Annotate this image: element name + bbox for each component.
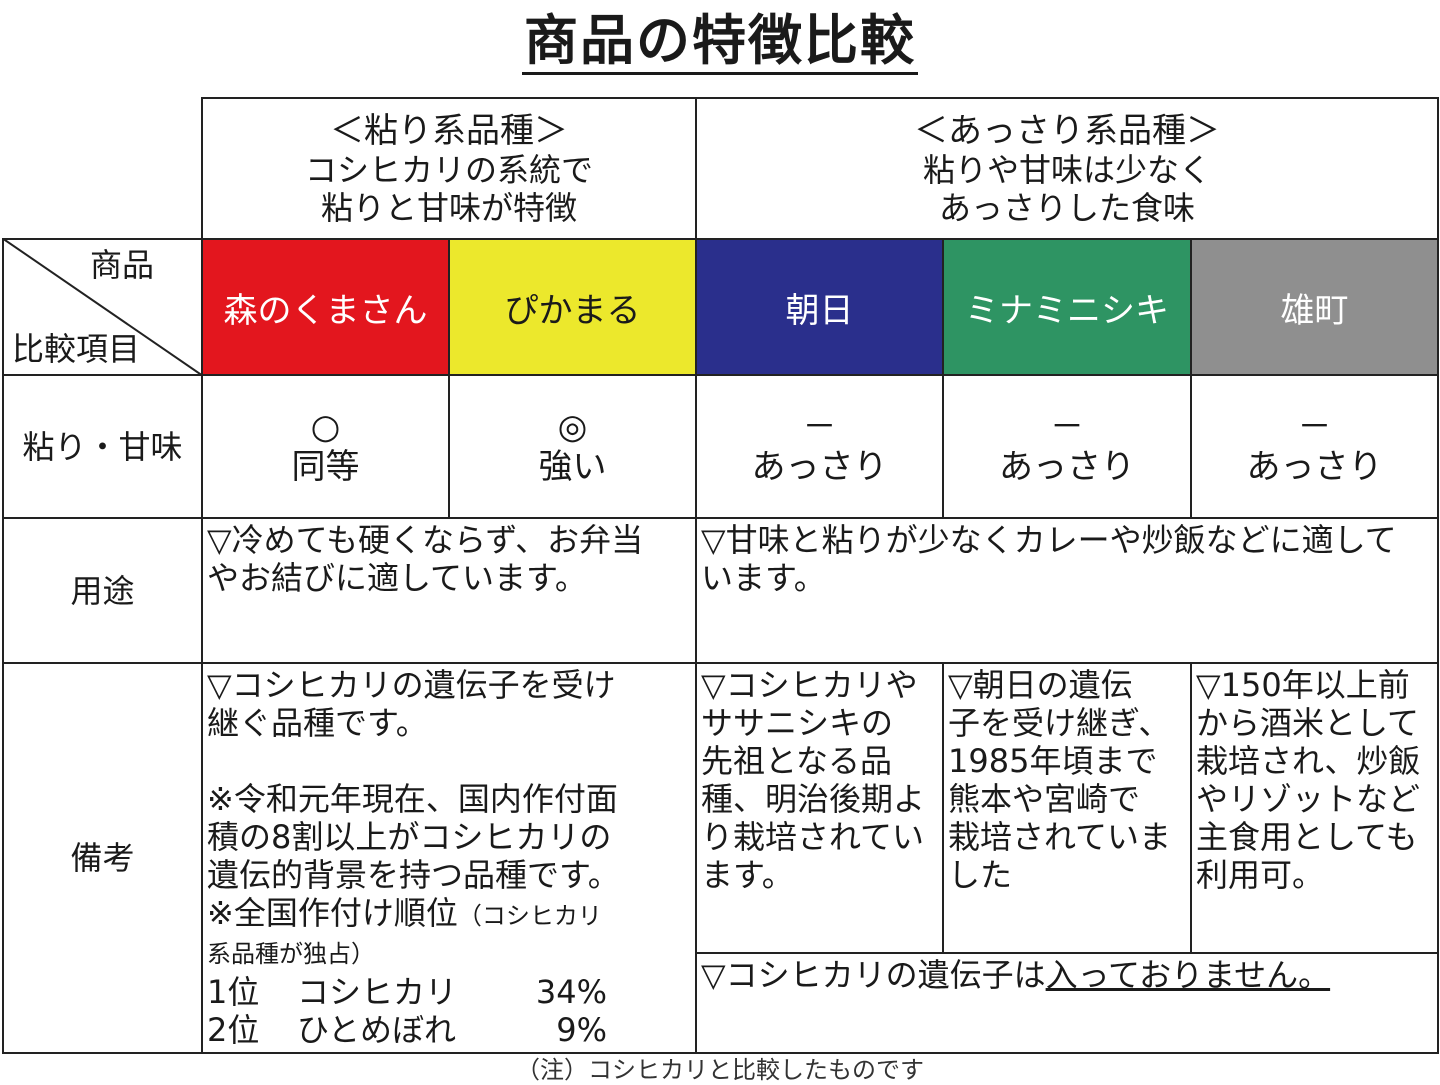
group-desc: 粘りや甘味は少なく <box>922 150 1211 189</box>
group-desc: 粘りと甘味が特徴 <box>320 188 577 227</box>
taste-cell: ○ 同等 <box>201 374 450 519</box>
rank-share: 34% <box>535 973 607 1011</box>
variety-name: 雄町 <box>1280 290 1349 331</box>
group-header-sticky: ＜粘り系品種＞ コシヒカリの系統で 粘りと甘味が特徴 <box>201 97 697 240</box>
page-title: 商品の特徴比較 <box>0 0 1440 75</box>
text-line: ▽甘味と粘りが少なくカレーや炒飯などに適して <box>701 521 1397 559</box>
group-header-light: ＜あっさり系品種＞ 粘りや甘味は少なく あっさりした食味 <box>695 97 1439 240</box>
rank: 2位 <box>207 1011 260 1049</box>
text-line: ▽コシヒカリの遺伝子を受け <box>207 666 616 704</box>
text-line: から酒米として <box>1196 704 1420 742</box>
text-line: 積の8割以上がコシヒカリの <box>207 818 612 856</box>
notes-omachi: ▽150年以上前 から酒米として 栽培され、炒飯 やリゾットなど 主食用としても… <box>1190 662 1439 954</box>
text-line: 先祖となる品 <box>701 742 893 780</box>
variety-name: 森のくまさん <box>223 290 428 331</box>
variety-name: ミナミニシキ <box>965 290 1169 331</box>
rating-mark: － <box>1050 406 1084 447</box>
text-line: 継ぐ品種です。 <box>207 704 428 742</box>
rank-heading: ※全国作付け順位 <box>207 894 458 932</box>
notes-sticky: ▽コシヒカリの遺伝子を受け 継ぐ品種です。 ※令和元年現在、国内作付面 積の8割… <box>201 662 697 1054</box>
taste-value: 同等 <box>291 446 360 487</box>
notes-light-common: ▽コシヒカリの遺伝子は入っておりません。 <box>695 952 1439 1054</box>
group-desc: あっさりした食味 <box>938 188 1195 227</box>
rank: 1位 <box>207 973 260 1011</box>
emphasized-text: 入っておりません。 <box>1045 956 1331 994</box>
notes-minaminishiki: ▽朝日の遺伝 子を受け継ぎ、 1985年頃まで 熊本や宮崎で 栽培されていま し… <box>942 662 1192 954</box>
group-name: ＜あっさり系品種＞ <box>914 110 1220 151</box>
text-line: ※令和元年現在、国内作付面 <box>207 780 618 818</box>
variety-header: ミナミニシキ <box>942 238 1192 376</box>
row-label: 備考 <box>70 839 135 877</box>
row-label-taste: 粘り・甘味 <box>2 374 203 519</box>
taste-cell: －あっさり <box>942 374 1192 519</box>
variety-header: ぴかまる <box>448 238 697 376</box>
diagonal-divider <box>4 240 201 374</box>
corner-top-label: 商品 <box>90 246 155 284</box>
rank-subnote: （コシヒカリ <box>457 902 602 930</box>
rank-variety: コシヒカリ <box>297 973 458 1011</box>
taste-value: あっさり <box>1246 446 1383 487</box>
use-sticky: ▽冷めても硬くならず、お弁当 やお結びに適しています。 <box>201 517 697 664</box>
row-label: 用途 <box>70 571 135 610</box>
text-line: 主食用としても <box>1196 818 1418 856</box>
text-line: 熊本や宮崎で <box>948 780 1141 818</box>
text-line: 種、明治後期よ <box>701 780 926 818</box>
text-line: ▽150年以上前 <box>1196 666 1410 704</box>
text-line: り栽培されてい <box>701 818 925 856</box>
text-line: 子を受け継ぎ、 <box>948 704 1171 742</box>
use-light: ▽甘味と粘りが少なくカレーや炒飯などに適して います。 <box>695 517 1439 664</box>
rating-mark: － <box>802 406 837 447</box>
text-line: ▽コシヒカリや <box>701 666 918 704</box>
variety-header: 森のくまさん <box>201 238 450 376</box>
text-line: 栽培されていま <box>948 818 1172 856</box>
text-line: ササニシキの <box>701 704 894 742</box>
taste-cell: －あっさり <box>695 374 944 519</box>
group-desc: コシヒカリの系統で <box>304 150 593 189</box>
rank-subnote: 系品種が独占） <box>207 940 375 968</box>
text-line: やお結びに適しています。 <box>207 559 587 597</box>
variety-name: ぴかまる <box>504 290 641 331</box>
row-label-use: 用途 <box>2 517 203 664</box>
rank-variety: ひとめぼれ <box>297 1011 457 1049</box>
corner-header: 商品 比較項目 <box>2 238 203 376</box>
rating-mark: － <box>1297 406 1332 447</box>
variety-name: 朝日 <box>785 290 854 331</box>
group-name: ＜粘り系品種＞ <box>330 110 568 151</box>
taste-cell: －あっさり <box>1190 374 1439 519</box>
rank-row: 2位 ひとめぼれ 9% <box>207 1011 691 1049</box>
rating-mark: ○ <box>310 406 341 447</box>
notes-asahi: ▽コシヒカリや ササニシキの 先祖となる品 種、明治後期よ り栽培されてい ます… <box>695 662 944 954</box>
text-line: 利用可。 <box>1196 856 1325 894</box>
row-label: 粘り・甘味 <box>22 427 183 466</box>
rank-row: 1位 コシヒカリ 34% <box>207 973 691 1011</box>
variety-header: 朝日 <box>695 238 944 376</box>
text-line: やリゾットなど <box>1196 780 1421 818</box>
taste-value: あっさり <box>751 446 888 487</box>
corner-bottom-label: 比較項目 <box>12 330 141 368</box>
text-line: 遺伝的背景を持つ品種です。 <box>207 856 620 894</box>
taste-value: 強い <box>538 446 607 487</box>
text-line <box>207 742 691 780</box>
text-line: ます。 <box>701 856 794 894</box>
text-line: います。 <box>701 559 826 597</box>
rank-share: 9% <box>556 1011 607 1049</box>
text-line: ▽コシヒカリの遺伝子は <box>701 956 1046 994</box>
rating-mark: ◎ <box>557 406 588 447</box>
footnote: （注）コシヒカリと比較したものです <box>516 1056 924 1084</box>
taste-value: あっさり <box>999 446 1135 487</box>
variety-header: 雄町 <box>1190 238 1439 376</box>
row-label-notes: 備考 <box>2 662 203 1054</box>
text-line: ▽朝日の遺伝 <box>948 666 1133 704</box>
text-line: ▽冷めても硬くならず、お弁当 <box>207 521 644 559</box>
text-line: 栽培され、炒飯 <box>1196 742 1421 780</box>
taste-cell: ◎ 強い <box>448 374 697 519</box>
text-line: 1985年頃まで <box>948 742 1158 780</box>
text-line: した <box>948 856 1013 894</box>
